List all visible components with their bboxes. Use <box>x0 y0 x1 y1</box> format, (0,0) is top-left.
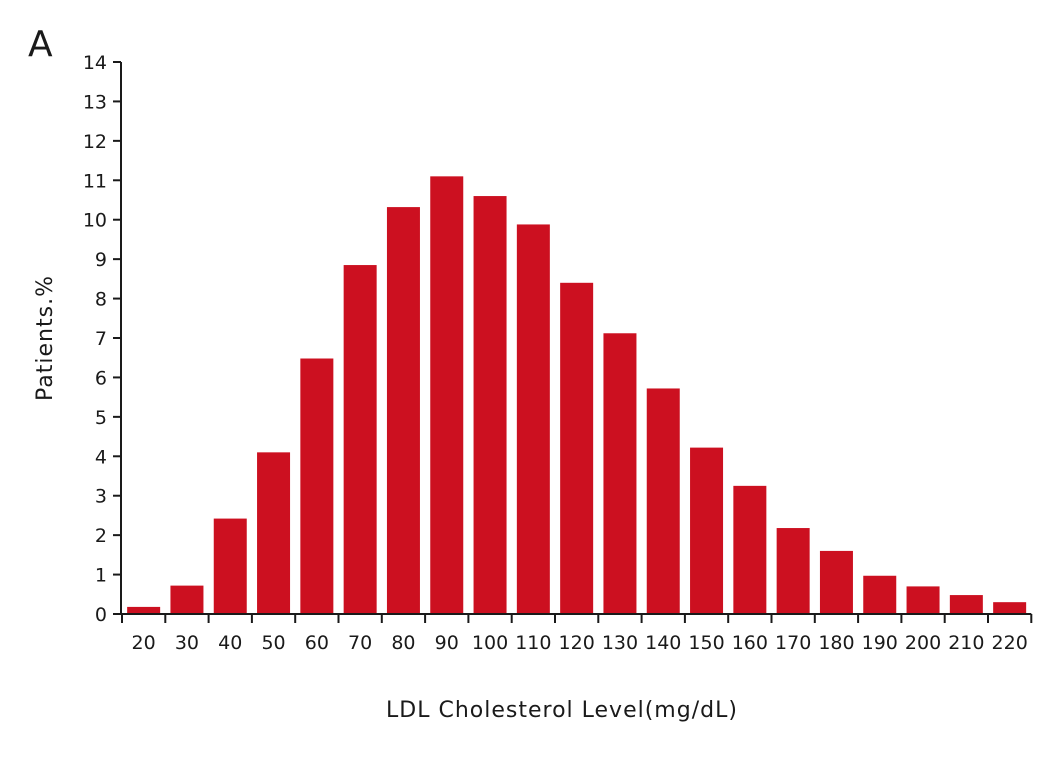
panel-label: A <box>28 24 53 65</box>
bar-130 <box>603 333 637 614</box>
x-tick-label: 50 <box>261 632 285 654</box>
bar-210 <box>949 595 983 614</box>
y-tick-label: 11 <box>83 170 107 192</box>
y-tick-label: 0 <box>95 604 107 626</box>
y-tick-label: 6 <box>95 367 107 389</box>
x-tick-label: 220 <box>992 632 1028 654</box>
bar-180 <box>819 550 853 614</box>
x-tick-label: 30 <box>175 632 199 654</box>
y-tick-label: 1 <box>95 565 107 587</box>
y-tick-label: 14 <box>83 52 107 74</box>
x-tick-label: 20 <box>132 632 156 654</box>
y-tick-label: 8 <box>95 289 107 311</box>
bar-70 <box>343 265 377 614</box>
y-tick-label: 5 <box>95 407 107 429</box>
bar-140 <box>646 388 680 614</box>
y-tick-label: 12 <box>83 131 107 153</box>
x-tick-label: 180 <box>818 632 854 654</box>
y-tick-label: 3 <box>95 486 107 508</box>
bar-220 <box>993 602 1027 614</box>
y-tick-label: 13 <box>83 91 107 113</box>
bar-160 <box>733 485 767 614</box>
bar-170 <box>776 528 810 614</box>
bar-40 <box>213 518 247 614</box>
x-tick-label: 130 <box>602 632 638 654</box>
x-tick-label: 200 <box>905 632 941 654</box>
x-tick-label: 120 <box>559 632 595 654</box>
x-tick-label: 210 <box>948 632 984 654</box>
y-tick-label: 4 <box>95 446 107 468</box>
x-tick-label: 70 <box>348 632 372 654</box>
x-tick-label: 170 <box>775 632 811 654</box>
x-tick-label: 100 <box>472 632 508 654</box>
x-tick-label: 110 <box>515 632 551 654</box>
bar-200 <box>906 586 940 614</box>
bar-100 <box>473 196 507 615</box>
y-axis-title: Patients.% <box>33 275 58 401</box>
y-tick-label: 10 <box>83 210 107 232</box>
bar-50 <box>257 452 291 614</box>
bars <box>127 176 1027 615</box>
bar-150 <box>690 447 724 614</box>
y-tick-label: 9 <box>95 249 107 271</box>
x-tick-label: 190 <box>862 632 898 654</box>
bar-90 <box>430 176 464 615</box>
bar-60 <box>300 358 334 614</box>
bar-190 <box>863 575 897 614</box>
bar-30 <box>170 585 204 614</box>
y-tick-label: 2 <box>95 525 107 547</box>
bar-80 <box>386 207 420 614</box>
x-tick-label: 150 <box>688 632 724 654</box>
x-tick-label: 160 <box>732 632 768 654</box>
x-tick-label: 80 <box>391 632 415 654</box>
bar-120 <box>560 282 594 614</box>
x-tick-label: 140 <box>645 632 681 654</box>
y-tick-label: 7 <box>95 328 107 350</box>
x-axis-title: LDL Cholesterol Level(mg/dL) <box>386 698 738 723</box>
x-tick-label: 60 <box>305 632 329 654</box>
x-axis-ticks: 20 30 40 50 60 70 80 90 100 110 120 130 140 150 160 170… <box>121 614 1033 654</box>
x-tick-label: 40 <box>218 632 242 654</box>
bar-110 <box>516 224 550 614</box>
x-tick-label: 90 <box>435 632 459 654</box>
bar-20 <box>127 606 161 614</box>
